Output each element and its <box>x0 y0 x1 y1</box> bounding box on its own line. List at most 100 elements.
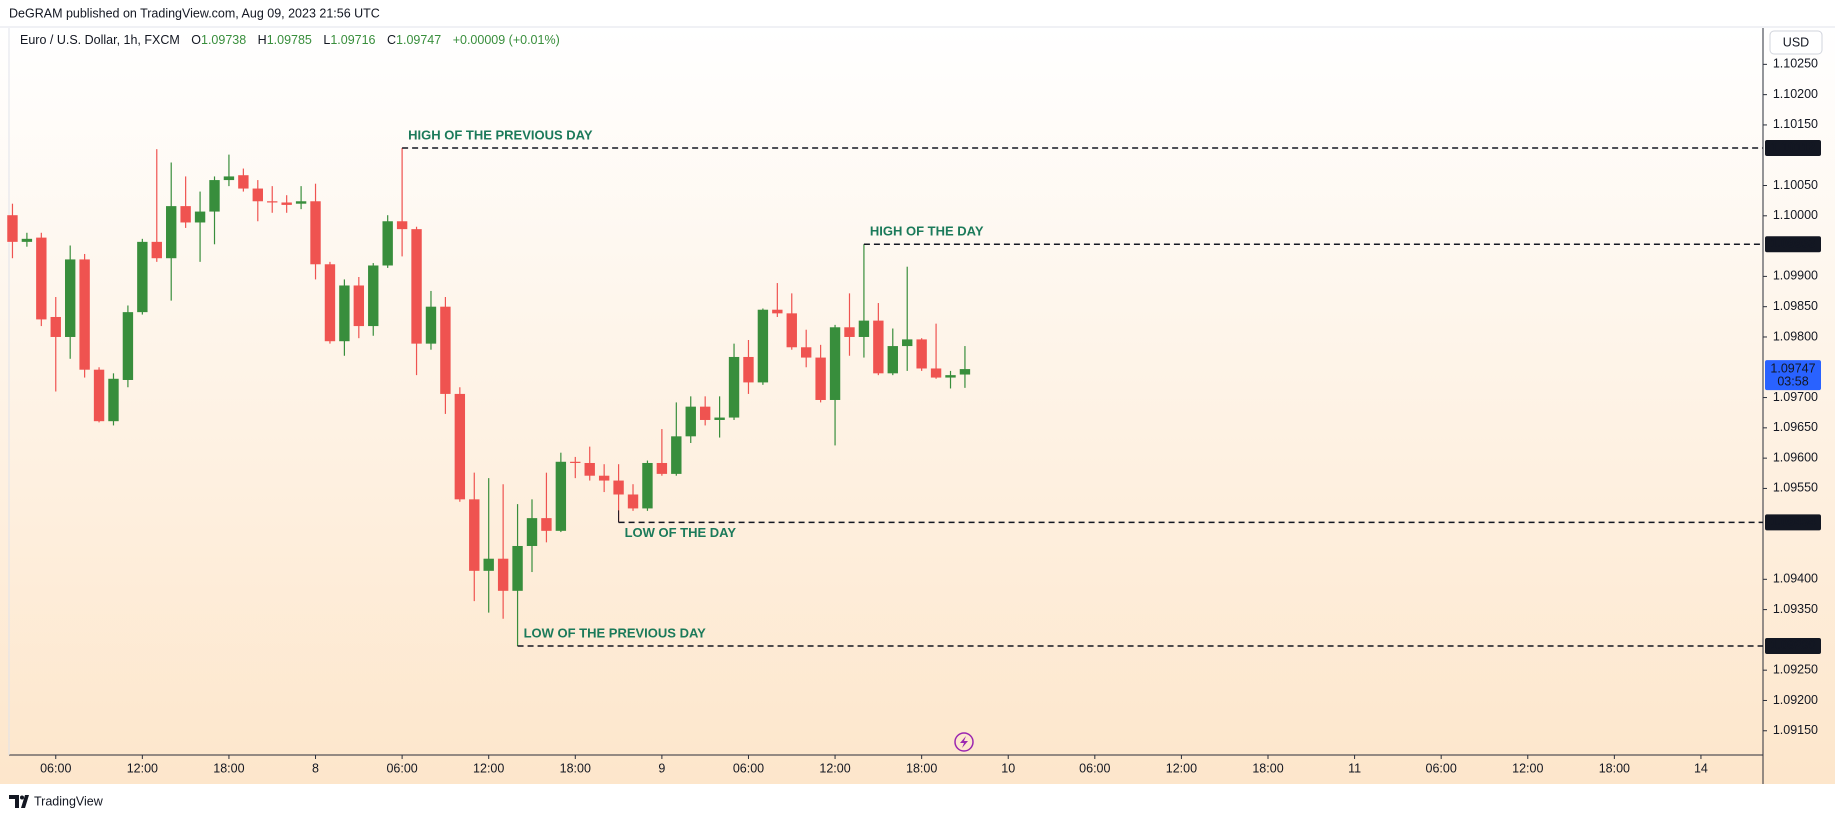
candle-body <box>180 206 191 223</box>
candle-body <box>497 558 509 591</box>
x-tick-label: 12:00 <box>819 761 850 775</box>
event-icon[interactable] <box>954 732 974 752</box>
y-tick-label: 1.09700 <box>1773 390 1818 404</box>
level-price-tag <box>1765 637 1821 654</box>
symbol: Euro / U.S. Dollar, 1h, FXCM <box>20 33 180 47</box>
countdown: 03:58 <box>1777 374 1808 388</box>
candle-body <box>613 480 624 495</box>
candle-body <box>757 309 769 383</box>
candle-body <box>873 320 884 374</box>
x-tick-label: 10 <box>1001 761 1015 775</box>
y-tick-label: 1.09150 <box>1773 723 1818 737</box>
candle-body <box>238 175 249 189</box>
y-tick-label: 1.09600 <box>1773 450 1818 464</box>
candle-body <box>656 462 668 474</box>
candle-body <box>743 356 754 383</box>
candle-body <box>526 518 538 546</box>
candle-body <box>858 320 870 337</box>
x-tick-label: 12:00 <box>1166 761 1197 775</box>
candle-body <box>570 461 581 463</box>
candle-body <box>411 229 422 344</box>
legend-label: L <box>323 33 330 47</box>
x-tick-label: 9 <box>658 761 665 775</box>
level-label: HIGH OF THE DAY <box>870 224 984 239</box>
x-tick-label: 18:00 <box>1599 761 1630 775</box>
candle-body <box>699 406 711 420</box>
candle-body <box>310 201 321 265</box>
footer-logo <box>9 795 29 808</box>
candle-body <box>930 368 942 378</box>
legend-value: 1.09738 <box>201 33 246 47</box>
y-tick-label: 1.09900 <box>1773 269 1818 283</box>
candle-body <box>945 375 956 378</box>
candle-body <box>815 357 826 400</box>
level-price-tag <box>1765 236 1821 253</box>
level-price-tag <box>1765 139 1821 156</box>
candle-body <box>642 462 653 509</box>
x-tick-label: 06:00 <box>733 761 764 775</box>
x-tick-label: 06:00 <box>1426 761 1457 775</box>
y-tick-label: 1.09650 <box>1773 420 1818 434</box>
y-tick-label: 1.09350 <box>1773 602 1818 616</box>
currency-button[interactable] <box>1769 30 1823 55</box>
candle-body <box>252 188 263 202</box>
y-tick-label: 1.10000 <box>1773 208 1818 222</box>
y-tick-label: 1.09400 <box>1773 572 1818 586</box>
candle-body <box>425 306 437 344</box>
x-tick-label: 18:00 <box>1252 761 1283 775</box>
currency[interactable]: USD <box>1783 35 1809 49</box>
candle-body <box>368 265 379 327</box>
candle-body <box>108 378 119 422</box>
candle-body <box>772 309 783 314</box>
candle-body <box>483 558 494 571</box>
candle-body <box>209 180 220 212</box>
candle-body <box>627 494 639 509</box>
candle-body <box>36 237 47 320</box>
x-tick-label: 06:00 <box>1079 761 1110 775</box>
publisher: DeGRAM published on TradingView.com, Aug… <box>9 6 380 20</box>
candle-body <box>281 202 292 205</box>
level-price-label: 1.09494 <box>1770 515 1815 529</box>
y-tick-label: 1.09800 <box>1773 329 1818 343</box>
candle-body <box>728 356 740 418</box>
candle-body <box>786 313 797 348</box>
candle-body <box>671 436 682 474</box>
y-tick-label: 1.10050 <box>1773 178 1818 192</box>
y-tick-label: 1.09250 <box>1773 662 1818 676</box>
candle-body <box>93 369 105 422</box>
legend-label: H <box>258 33 267 47</box>
level-label: LOW OF THE PREVIOUS DAY <box>524 625 707 640</box>
candle-body <box>396 221 408 230</box>
legend-value: 1.09785 <box>267 33 312 47</box>
candle-body <box>902 339 913 347</box>
y-tick-label: 1.09200 <box>1773 693 1818 707</box>
candle-body <box>7 215 18 242</box>
candle-body <box>79 259 90 370</box>
last-price-tag <box>1765 360 1821 391</box>
x-tick-label: 12:00 <box>1512 761 1543 775</box>
candle-body <box>194 211 206 223</box>
candle-body <box>598 475 610 481</box>
footer-brand: TradingView <box>34 794 104 808</box>
candle-body <box>122 312 134 380</box>
candle-body <box>454 393 466 500</box>
candle-body <box>324 264 336 342</box>
x-tick-label: 12:00 <box>473 761 504 775</box>
candle-body <box>469 499 480 571</box>
candle-body <box>382 221 393 266</box>
last-price-label: 1.09747 <box>1770 361 1815 375</box>
candle-body <box>21 238 33 242</box>
x-tick-label: 06:00 <box>40 761 71 775</box>
legend-label: O <box>191 33 201 47</box>
y-tick-label: 1.10150 <box>1773 117 1818 131</box>
candle-body <box>555 461 567 531</box>
candle-body <box>295 201 307 204</box>
candle-body <box>137 241 148 313</box>
candle-body <box>916 339 927 369</box>
candle-body <box>800 347 812 358</box>
level-price-label: 1.09953 <box>1770 237 1815 251</box>
candle-body <box>829 327 841 400</box>
candle-body <box>541 518 552 531</box>
